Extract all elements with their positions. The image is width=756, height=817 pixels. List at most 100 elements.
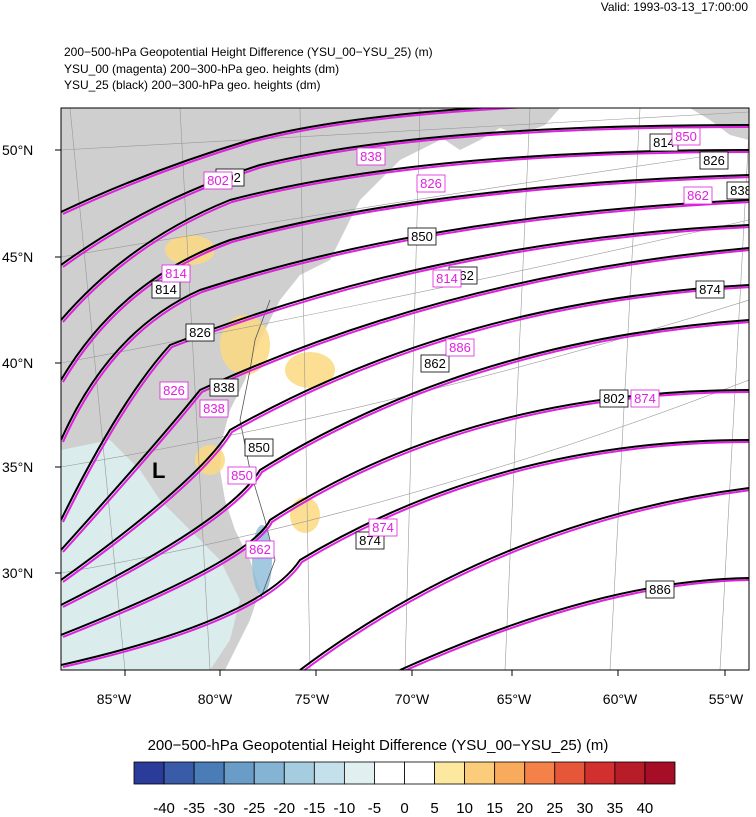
colorbar-tick-label: -25 bbox=[243, 800, 266, 817]
svg-text:826: 826 bbox=[163, 383, 185, 398]
svg-text:802: 802 bbox=[207, 173, 229, 188]
svg-text:874: 874 bbox=[699, 282, 721, 297]
contour-label-magenta: 850 bbox=[671, 127, 701, 146]
colorbar-swatch bbox=[404, 761, 435, 785]
positive-diff-blob bbox=[285, 352, 335, 388]
colorbar-swatch bbox=[584, 761, 616, 785]
colorbar-tick-label: 0 bbox=[400, 800, 409, 817]
contour-black bbox=[61, 247, 749, 551]
lon-label: 70°W bbox=[395, 691, 430, 707]
contour-black bbox=[61, 199, 749, 441]
colorbar-swatch bbox=[343, 761, 375, 785]
colorbar-tick-label: -10 bbox=[333, 800, 356, 817]
lat-label: 30°N bbox=[2, 565, 33, 581]
svg-text:850: 850 bbox=[231, 468, 253, 483]
lat-label: 50°N bbox=[2, 142, 33, 158]
svg-text:802: 802 bbox=[603, 391, 625, 406]
colorbar-swatch bbox=[133, 761, 165, 785]
svg-text:850: 850 bbox=[675, 129, 697, 144]
svg-text:886: 886 bbox=[449, 340, 471, 355]
colorbar-swatch bbox=[193, 761, 225, 785]
contour-black bbox=[61, 124, 749, 266]
contour-label: 826 bbox=[185, 323, 215, 342]
svg-text:838: 838 bbox=[213, 380, 235, 395]
contour-label-magenta: 874 bbox=[630, 389, 660, 408]
lon-label: 65°W bbox=[497, 691, 532, 707]
contour-labels: 8028148268388508628748868148268388508628… bbox=[151, 127, 749, 599]
contour-black bbox=[61, 224, 749, 521]
colorbar-swatch bbox=[524, 761, 556, 785]
contour-label-magenta: 838 bbox=[199, 399, 229, 418]
svg-text:838: 838 bbox=[360, 149, 382, 164]
contour-label: 862 bbox=[420, 354, 450, 373]
colorbar-swatch bbox=[434, 761, 466, 785]
contour-label: 838 bbox=[726, 181, 749, 200]
contour-magenta bbox=[62, 226, 749, 523]
lon-label: 55°W bbox=[709, 691, 744, 707]
contour-label-magenta: 874 bbox=[368, 518, 398, 537]
svg-text:874: 874 bbox=[372, 520, 394, 535]
svg-text:814: 814 bbox=[165, 266, 187, 281]
lon-axis: 85°W 80°W 75°W 70°W 65°W 60°W 55°W bbox=[97, 670, 744, 707]
colorbar-swatch bbox=[283, 761, 315, 785]
contour-magenta bbox=[62, 321, 749, 608]
contour-magenta bbox=[62, 286, 749, 583]
contour-magenta bbox=[303, 489, 749, 670]
valid-time: Valid: 1993-03-13_17:00:00 bbox=[600, 0, 748, 14]
svg-text:814: 814 bbox=[155, 282, 177, 297]
colorbar-swatch bbox=[163, 761, 195, 785]
contour-black bbox=[61, 174, 749, 381]
colorbar-swatch bbox=[644, 761, 676, 785]
lon-label: 80°W bbox=[198, 691, 233, 707]
contour-label-magenta: 838 bbox=[356, 147, 386, 166]
contour-label: 814 bbox=[151, 280, 181, 299]
contour-magenta bbox=[62, 201, 749, 443]
contour-label-magenta: 826 bbox=[159, 381, 189, 400]
svg-text:862: 862 bbox=[424, 356, 446, 371]
contour-label-magenta: 814 bbox=[432, 269, 462, 288]
contour-magenta bbox=[62, 176, 749, 383]
lon-label: 60°W bbox=[603, 691, 638, 707]
lat-label: 40°N bbox=[2, 355, 33, 371]
map-plot-area: L 802 814 826 838 850 862 874 886 814 826 838 850 86… bbox=[61, 108, 749, 670]
contour-magenta bbox=[62, 151, 749, 323]
colorbar-swatch bbox=[494, 761, 526, 785]
svg-text:886: 886 bbox=[649, 582, 671, 597]
colorbar-tick-label: -40 bbox=[153, 800, 175, 817]
contour-magenta bbox=[62, 249, 749, 553]
contour-magenta bbox=[404, 579, 749, 670]
svg-text:838: 838 bbox=[203, 401, 225, 416]
contour-label-magenta: 850 bbox=[227, 466, 257, 485]
contour-label: 838 bbox=[209, 378, 239, 397]
svg-text:850: 850 bbox=[411, 229, 433, 244]
lat-axis: 50°N 45°N 40°N 35°N 30°N bbox=[2, 142, 61, 581]
positive-diff-blob bbox=[165, 235, 215, 265]
colorbar-tick-label: -15 bbox=[303, 800, 326, 817]
colorbar-tick-label: 5 bbox=[430, 800, 439, 817]
contour-black bbox=[299, 487, 749, 670]
contour-label-magenta: 886 bbox=[445, 338, 475, 357]
svg-text:850: 850 bbox=[248, 440, 270, 455]
title-line-2: YSU_00 (magenta) 200−300-hPa geo. height… bbox=[64, 62, 340, 76]
colorbar-tick-label: 40 bbox=[636, 800, 654, 817]
colorbar-title: 200−500-hPa Geopotential Height Differen… bbox=[147, 737, 609, 754]
contour-label-magenta: 862 bbox=[683, 186, 713, 205]
colorbar-swatch bbox=[554, 761, 586, 785]
contour-black bbox=[61, 284, 749, 581]
lon-label: 75°W bbox=[295, 691, 330, 707]
contour-label: 874 bbox=[695, 280, 725, 299]
lat-label: 45°N bbox=[2, 249, 33, 265]
colorbar-swatch bbox=[464, 761, 496, 785]
colorbar-tick-label: 30 bbox=[576, 800, 594, 817]
contour-label: 826 bbox=[699, 151, 729, 170]
colorbar-tick-label: -5 bbox=[367, 800, 382, 817]
contour-black bbox=[61, 108, 493, 213]
negative-diff-area bbox=[61, 440, 240, 670]
height-contours bbox=[61, 108, 749, 670]
contour-label-magenta: 862 bbox=[245, 540, 275, 559]
svg-text:826: 826 bbox=[703, 153, 725, 168]
colorbar-swatch bbox=[223, 761, 255, 785]
lon-label: 85°W bbox=[97, 691, 132, 707]
land-east bbox=[430, 108, 560, 150]
